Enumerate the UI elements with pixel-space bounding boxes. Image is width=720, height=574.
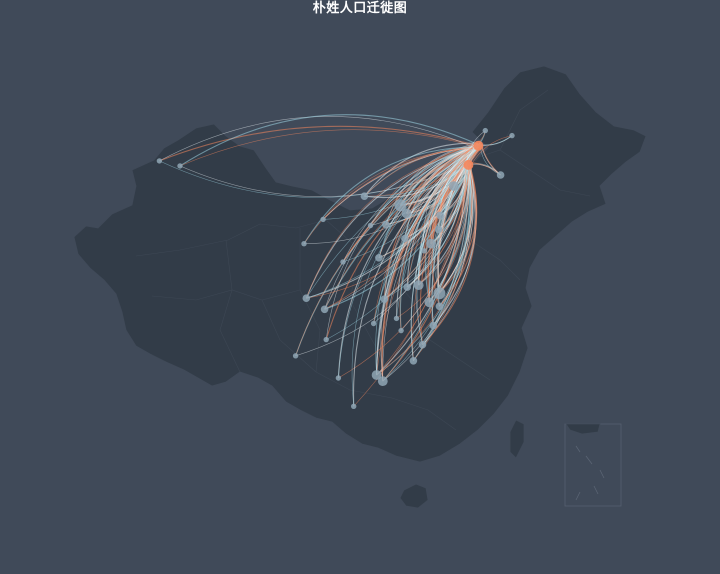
city-node-wenzhou xyxy=(429,321,438,330)
city-node-shenyang xyxy=(449,181,459,192)
city-node-zhejiang xyxy=(424,297,435,308)
flow-line-guizhou xyxy=(326,163,471,340)
city-node-hunan xyxy=(370,320,377,327)
flow-line-chongqing xyxy=(324,165,468,310)
city-node-hebei xyxy=(382,220,390,229)
city-node-gansu xyxy=(301,241,307,247)
city-node-shanghai xyxy=(433,287,446,300)
flow-line-xinjiang-west xyxy=(159,116,477,162)
province-borders xyxy=(135,89,591,431)
city-node-xinjiang-east xyxy=(177,163,183,169)
city-node-guizhou xyxy=(323,336,329,343)
city-node-shenzhen xyxy=(377,376,388,386)
china-landmass xyxy=(73,65,647,509)
city-node-shanxi xyxy=(367,222,374,229)
mainland-shape xyxy=(73,65,647,463)
city-node-henan xyxy=(375,253,383,262)
city-node-jiangxi xyxy=(393,315,400,322)
city-node-jilin-east xyxy=(496,171,505,179)
hub-node-hub-northeast-2 xyxy=(463,159,474,170)
flow-line-shaanxi xyxy=(342,167,471,263)
city-node-chengdu xyxy=(302,294,311,303)
flow-line-gansu xyxy=(303,146,481,244)
city-node-jiangsu xyxy=(413,280,424,290)
south-china-sea-inset xyxy=(564,423,622,507)
city-node-nanchang-2 xyxy=(398,327,404,334)
inset-frame xyxy=(564,423,622,507)
city-node-ningxia xyxy=(320,216,326,223)
flow-line-inner-mongolia xyxy=(364,162,469,199)
city-node-shandong-1 xyxy=(401,234,409,243)
flow-line-inner-mongolia xyxy=(364,162,467,197)
flow-line-guangzhou xyxy=(376,166,473,376)
city-node-guangxi xyxy=(335,375,342,381)
flow-line-guizhou xyxy=(325,146,477,340)
flow-line-wenzhou xyxy=(433,165,474,326)
flow-line-fujian xyxy=(415,144,479,345)
flow-line-guangxi xyxy=(337,145,480,379)
flow-line-shenzhen xyxy=(382,163,471,382)
flow-line-shaanxi xyxy=(342,145,480,263)
flow-line-xiamen xyxy=(411,143,481,361)
flow-line-guangzhou xyxy=(375,144,479,376)
city-node-inner-mongolia xyxy=(360,192,369,200)
city-node-tianjin xyxy=(401,208,412,219)
hub-node-hub-northeast xyxy=(473,140,484,151)
flow-line-xinjiang-east xyxy=(179,129,477,167)
flow-line-hunan xyxy=(373,166,470,324)
flow-line-wenzhou xyxy=(432,164,477,326)
flow-line-qingdao-2 xyxy=(423,143,477,251)
city-node-fujian xyxy=(418,340,427,349)
city-node-hainan xyxy=(351,403,357,409)
city-node-xinjiang-west xyxy=(156,158,163,164)
flow-line-ningbo xyxy=(438,163,478,307)
city-node-shandong-3 xyxy=(434,225,443,234)
city-node-anhui xyxy=(403,283,412,291)
city-node-xiamen xyxy=(409,357,418,365)
page-title: 朴姓人口迁徙图 xyxy=(312,0,408,15)
flow-line-ningbo xyxy=(439,163,474,307)
flow-line-shenzhen xyxy=(382,166,469,382)
city-node-qingdao-2 xyxy=(421,248,427,254)
city-node-ningbo xyxy=(435,302,444,311)
city-node-shaanxi xyxy=(340,259,346,265)
flow-line-xinjiang-west xyxy=(159,160,468,198)
flow-line-xinjiang-east xyxy=(179,114,479,167)
city-node-dalian xyxy=(436,211,444,220)
inset-land xyxy=(565,423,601,435)
flow-line-xinjiang-west xyxy=(159,125,479,162)
city-node-hubei xyxy=(380,295,389,304)
city-node-heilongjiang-east xyxy=(509,132,515,139)
flow-line-xiamen xyxy=(413,167,469,361)
city-node-guangzhou xyxy=(371,370,382,380)
inset-dash-line xyxy=(575,445,605,501)
flow-line-chengdu xyxy=(305,146,479,299)
flow-line-heilongjiang-east xyxy=(470,135,513,166)
flow-line-wenzhou xyxy=(433,166,470,326)
flow-line-guangxi xyxy=(338,147,481,379)
flow-line-qingdao-2 xyxy=(423,143,476,251)
flow-line-hainan xyxy=(353,147,479,407)
flow-line-inner-mongolia xyxy=(364,165,469,197)
city-node-shandong-2 xyxy=(426,238,436,249)
flow-line-shanxi xyxy=(370,144,477,226)
taiwan-island xyxy=(509,419,525,459)
city-node-beijing xyxy=(394,199,407,212)
flow-line-nanchang-2 xyxy=(399,142,482,331)
city-nodes xyxy=(156,127,515,409)
hainan-island xyxy=(399,483,429,509)
city-node-chongqing xyxy=(320,305,329,314)
city-node-yunnan xyxy=(292,353,299,359)
city-node-heilongjiang-north xyxy=(482,127,488,134)
flow-line-gansu xyxy=(303,147,480,244)
